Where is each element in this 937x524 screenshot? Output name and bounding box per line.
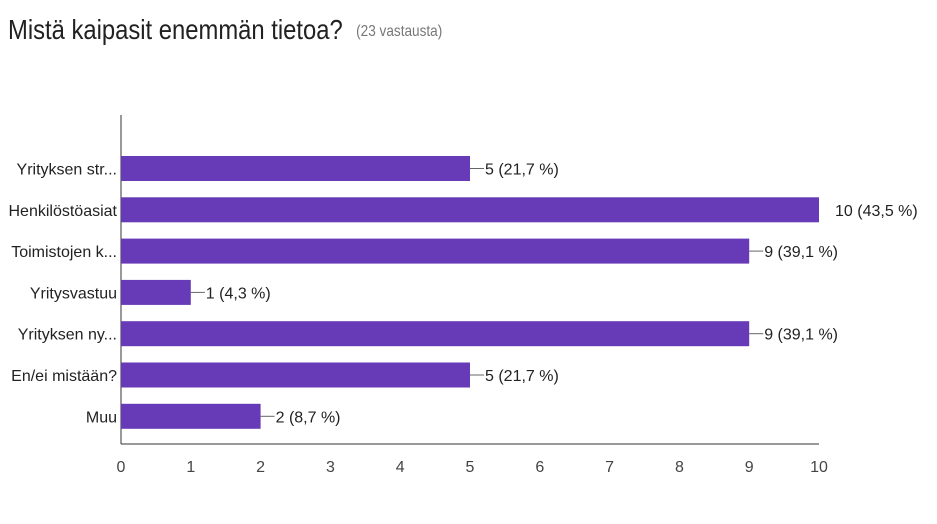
category-label: Yrityksen ny... <box>18 327 117 344</box>
x-tick-label: 0 <box>117 459 126 476</box>
bar <box>121 156 470 181</box>
bar <box>121 238 750 264</box>
data-label: 9 (39,1 %) <box>764 244 838 261</box>
category-label: Henkilöstöasiat <box>9 203 118 220</box>
x-tick-label: 7 <box>605 459 614 476</box>
data-label: 9 (39,1 %) <box>764 327 838 344</box>
category-label: Muu <box>86 409 117 426</box>
bar <box>121 197 819 223</box>
x-tick-label: 1 <box>186 459 195 476</box>
category-label: Yritysvastuu <box>30 285 117 302</box>
x-tick-label: 5 <box>466 459 475 476</box>
x-tick-label: 9 <box>745 459 754 476</box>
bar <box>121 279 191 305</box>
data-label: 5 (21,7 %) <box>485 162 559 179</box>
x-tick-label: 4 <box>396 459 405 476</box>
x-tick-label: 8 <box>675 459 684 476</box>
chart-title: Mistä kaipasit enemmän tietoa? (23 vasta… <box>8 14 442 46</box>
data-label: 2 (8,7 %) <box>276 409 341 426</box>
x-tick-label: 2 <box>256 459 265 476</box>
x-tick-label: 6 <box>535 459 544 476</box>
x-tick-label: 3 <box>326 459 335 476</box>
bar <box>121 362 470 388</box>
category-label: En/ei mistään? <box>11 368 117 385</box>
bar <box>121 321 750 347</box>
bar <box>121 403 261 429</box>
data-label: 5 (21,7 %) <box>485 368 559 385</box>
response-count: (23 vastausta) <box>356 23 443 40</box>
category-label: Toimistojen k... <box>11 244 117 261</box>
category-label: Yrityksen str... <box>17 162 117 179</box>
data-label: 10 (43,5 %) <box>835 203 918 220</box>
x-tick-label: 10 <box>810 459 828 476</box>
question-text: Mistä kaipasit enemmän tietoa? <box>8 14 343 45</box>
data-label: 1 (4,3 %) <box>206 285 271 302</box>
